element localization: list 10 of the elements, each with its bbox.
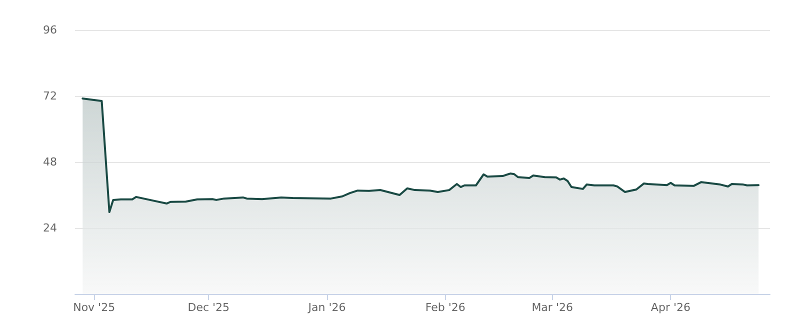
y-tick-label: 96	[43, 24, 57, 36]
x-tick-label: Nov '25	[73, 301, 116, 314]
x-tick-label: Mar '26	[532, 301, 573, 314]
x-tick-label: Dec '25	[188, 301, 230, 314]
x-tick-label: Jan '26	[307, 301, 346, 314]
x-tick-label: Apr '26	[650, 301, 690, 314]
x-tick-label: Feb '26	[425, 301, 466, 314]
y-tick-label: 72	[43, 90, 57, 102]
y-tick-label: 48	[43, 156, 57, 168]
y-tick-label: 24	[43, 222, 57, 234]
